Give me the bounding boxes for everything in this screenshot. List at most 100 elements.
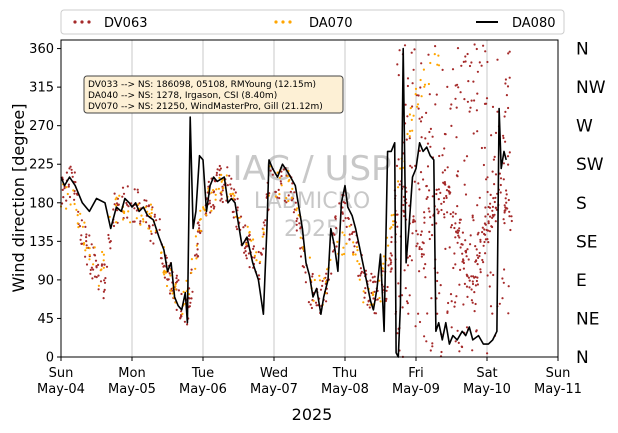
data-point xyxy=(505,201,508,204)
data-point xyxy=(71,175,74,178)
x-tick-date: May-05 xyxy=(108,382,156,397)
data-point xyxy=(108,215,111,218)
data-point xyxy=(325,272,328,275)
data-point xyxy=(97,263,100,266)
data-point xyxy=(295,229,298,232)
data-point xyxy=(468,286,471,289)
data-point xyxy=(304,271,307,274)
data-point xyxy=(326,268,329,271)
legend-marker-dv063 xyxy=(87,20,91,24)
data-point xyxy=(230,194,233,197)
data-point xyxy=(420,255,423,258)
data-point xyxy=(129,221,132,224)
legend-marker-da070 xyxy=(288,20,292,24)
data-point xyxy=(127,205,130,208)
data-point xyxy=(484,215,487,218)
data-point xyxy=(434,103,437,106)
data-point xyxy=(314,301,318,304)
data-point xyxy=(359,267,362,270)
data-point xyxy=(210,191,213,194)
data-point xyxy=(462,303,465,306)
data-point xyxy=(405,300,409,303)
watermark: IAG / USP LABMICRO 2025 xyxy=(232,149,391,242)
data-point xyxy=(294,201,297,204)
data-point xyxy=(289,190,292,193)
data-point xyxy=(355,245,359,249)
series-line-da080 xyxy=(60,47,507,358)
data-point xyxy=(431,342,434,345)
data-point xyxy=(196,248,199,251)
data-point xyxy=(403,269,406,272)
data-point xyxy=(420,95,423,98)
data-point xyxy=(311,272,314,276)
data-point xyxy=(165,284,169,288)
x-tick-day: Tue xyxy=(191,366,214,381)
data-point xyxy=(429,216,432,219)
data-point xyxy=(420,62,423,65)
data-point xyxy=(418,320,422,324)
data-point xyxy=(482,261,485,264)
data-point xyxy=(419,171,423,174)
data-point xyxy=(389,263,392,266)
data-point xyxy=(436,279,439,283)
data-point xyxy=(207,180,210,183)
data-point xyxy=(95,276,98,279)
data-point xyxy=(471,214,474,217)
data-point xyxy=(428,237,431,241)
x-tick-date: May-09 xyxy=(392,382,440,397)
data-point xyxy=(458,227,461,230)
data-point xyxy=(382,262,385,265)
data-point xyxy=(139,220,142,223)
data-point xyxy=(412,219,415,222)
watermark-line-1: IAG / USP xyxy=(232,149,391,189)
data-point xyxy=(504,197,507,200)
data-point xyxy=(508,76,511,79)
data-point xyxy=(413,48,416,51)
data-point xyxy=(502,218,505,221)
data-point xyxy=(342,219,345,222)
data-point xyxy=(101,250,104,254)
data-point xyxy=(253,256,256,259)
data-point xyxy=(474,302,477,306)
data-point xyxy=(352,251,355,254)
data-point xyxy=(481,258,484,262)
data-point xyxy=(61,188,64,191)
data-point xyxy=(471,301,474,304)
data-point xyxy=(464,239,467,242)
data-point xyxy=(158,228,161,231)
data-point xyxy=(153,215,156,218)
x-tick-date: May-06 xyxy=(179,382,227,397)
data-point xyxy=(137,203,140,206)
data-point xyxy=(418,188,421,191)
data-point xyxy=(121,186,125,189)
data-point xyxy=(368,306,371,309)
data-point xyxy=(484,206,487,209)
data-point xyxy=(80,219,83,222)
data-point xyxy=(434,45,437,48)
data-point xyxy=(485,102,488,105)
data-point xyxy=(142,220,145,223)
data-point xyxy=(89,268,92,271)
data-point xyxy=(397,158,400,161)
data-point xyxy=(83,242,86,245)
data-point xyxy=(348,225,351,228)
data-point xyxy=(453,252,456,255)
data-point xyxy=(257,274,260,277)
data-point xyxy=(158,218,161,221)
data-point xyxy=(491,209,494,212)
compass-label: S xyxy=(576,194,587,214)
data-point xyxy=(221,189,224,192)
data-point xyxy=(489,271,492,274)
data-point xyxy=(236,228,239,231)
data-point xyxy=(307,301,310,304)
data-point xyxy=(448,190,451,194)
data-point xyxy=(423,335,426,338)
data-point xyxy=(431,195,434,198)
legend-item-da080: DA080 xyxy=(476,16,556,31)
data-point xyxy=(175,274,178,277)
data-point xyxy=(218,176,221,179)
data-point xyxy=(443,197,446,200)
data-point xyxy=(475,109,478,112)
data-point xyxy=(85,263,89,266)
data-point xyxy=(66,192,69,196)
